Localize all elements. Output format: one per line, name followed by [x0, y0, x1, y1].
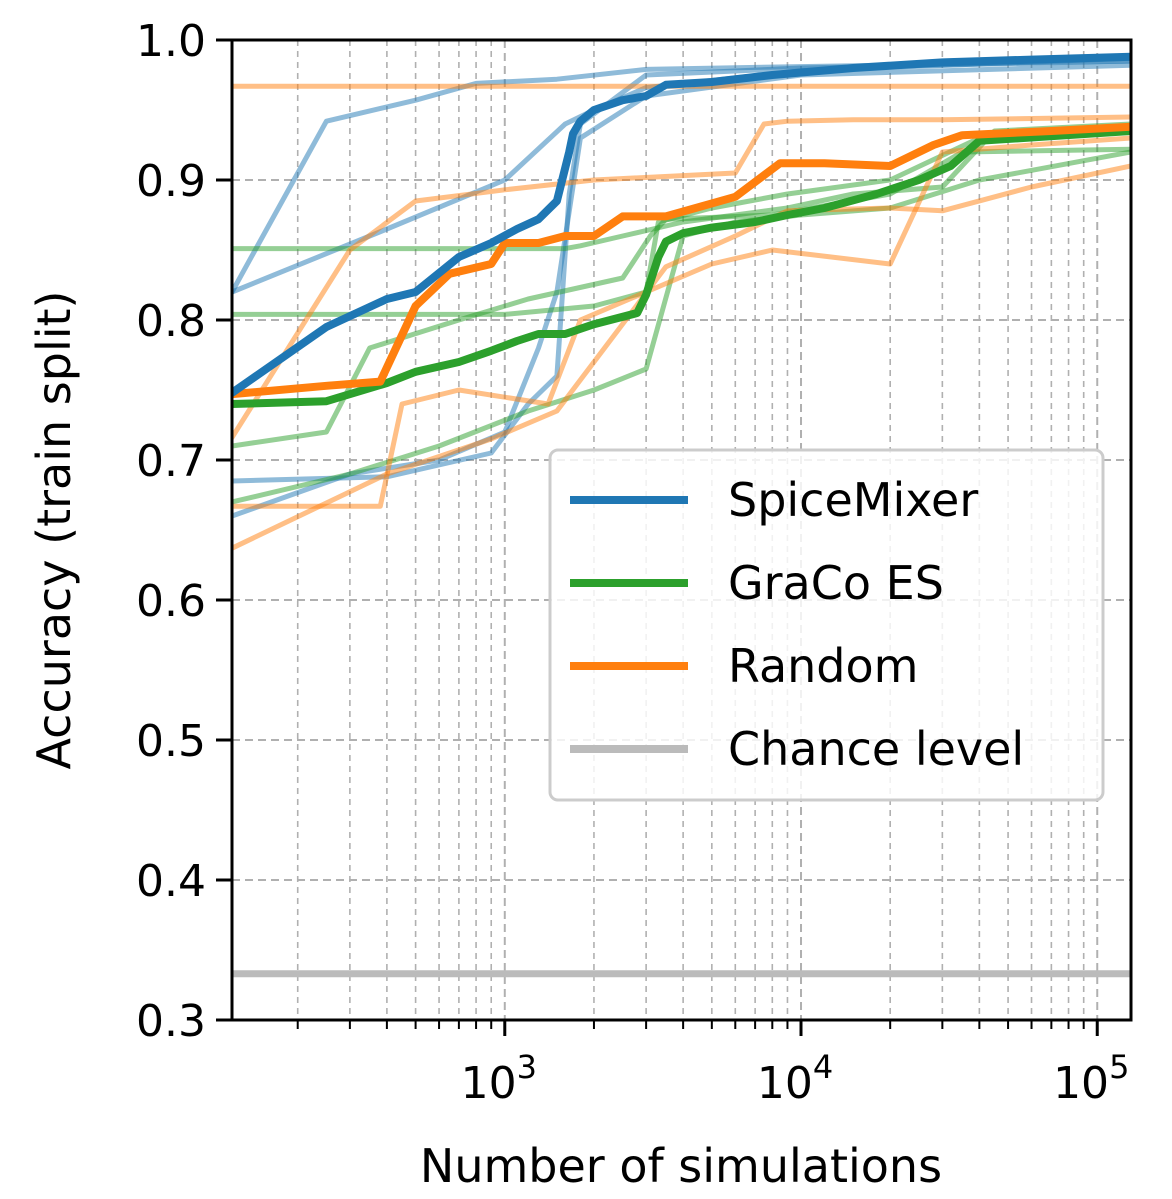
series-layer	[232, 52, 1131, 978]
series-line-graco-es-mean	[232, 127, 1131, 408]
y-tick-label: 0.5	[136, 716, 206, 767]
y-tick-label: 0.4	[136, 856, 206, 907]
legend-label-chance-level: Chance level	[728, 722, 1024, 776]
series-line-random-run	[232, 163, 1131, 551]
x-tick-label: 103	[461, 1048, 537, 1109]
series-line-spicemixer-run	[232, 58, 1131, 484]
legend-box	[548, 448, 1105, 802]
x-tick-label: 104	[757, 1048, 833, 1109]
series-line-graco-es-run	[232, 149, 1131, 505]
x-tick-label: 105	[1053, 1048, 1129, 1109]
legend-label-spicemixer: SpiceMixer	[728, 473, 978, 527]
legend: SpiceMixer GraCo ES Random Chance level	[548, 448, 1105, 802]
series-line-random-mean	[232, 122, 1131, 399]
y-tick-label: 1.0	[136, 16, 206, 67]
series-line-graco-es-run	[232, 146, 1131, 449]
series-line-spicemixer-mean	[232, 52, 1131, 397]
legend-label-random: Random	[728, 639, 918, 693]
y-tick-label: 0.7	[136, 436, 206, 487]
y-tick-label: 0.9	[136, 156, 206, 207]
y-axis-label: Accuracy (train split)	[27, 291, 81, 770]
axis-ticks	[216, 38, 1099, 1036]
series-line-random-run	[232, 114, 1131, 441]
y-tick-label: 0.6	[136, 576, 206, 627]
x-axis-label: Number of simulations	[420, 1139, 942, 1193]
y-tick-label: 0.8	[136, 296, 206, 347]
legend-label-graco-es: GraCo ES	[728, 556, 944, 610]
plot-frame	[230, 38, 1133, 1022]
axis-tick-labels: 103 104 105 0.3 0.4 0.5 0.6 0.7 0.8 0.9 1.0	[136, 16, 1129, 1109]
y-tick-label: 0.3	[136, 996, 206, 1047]
